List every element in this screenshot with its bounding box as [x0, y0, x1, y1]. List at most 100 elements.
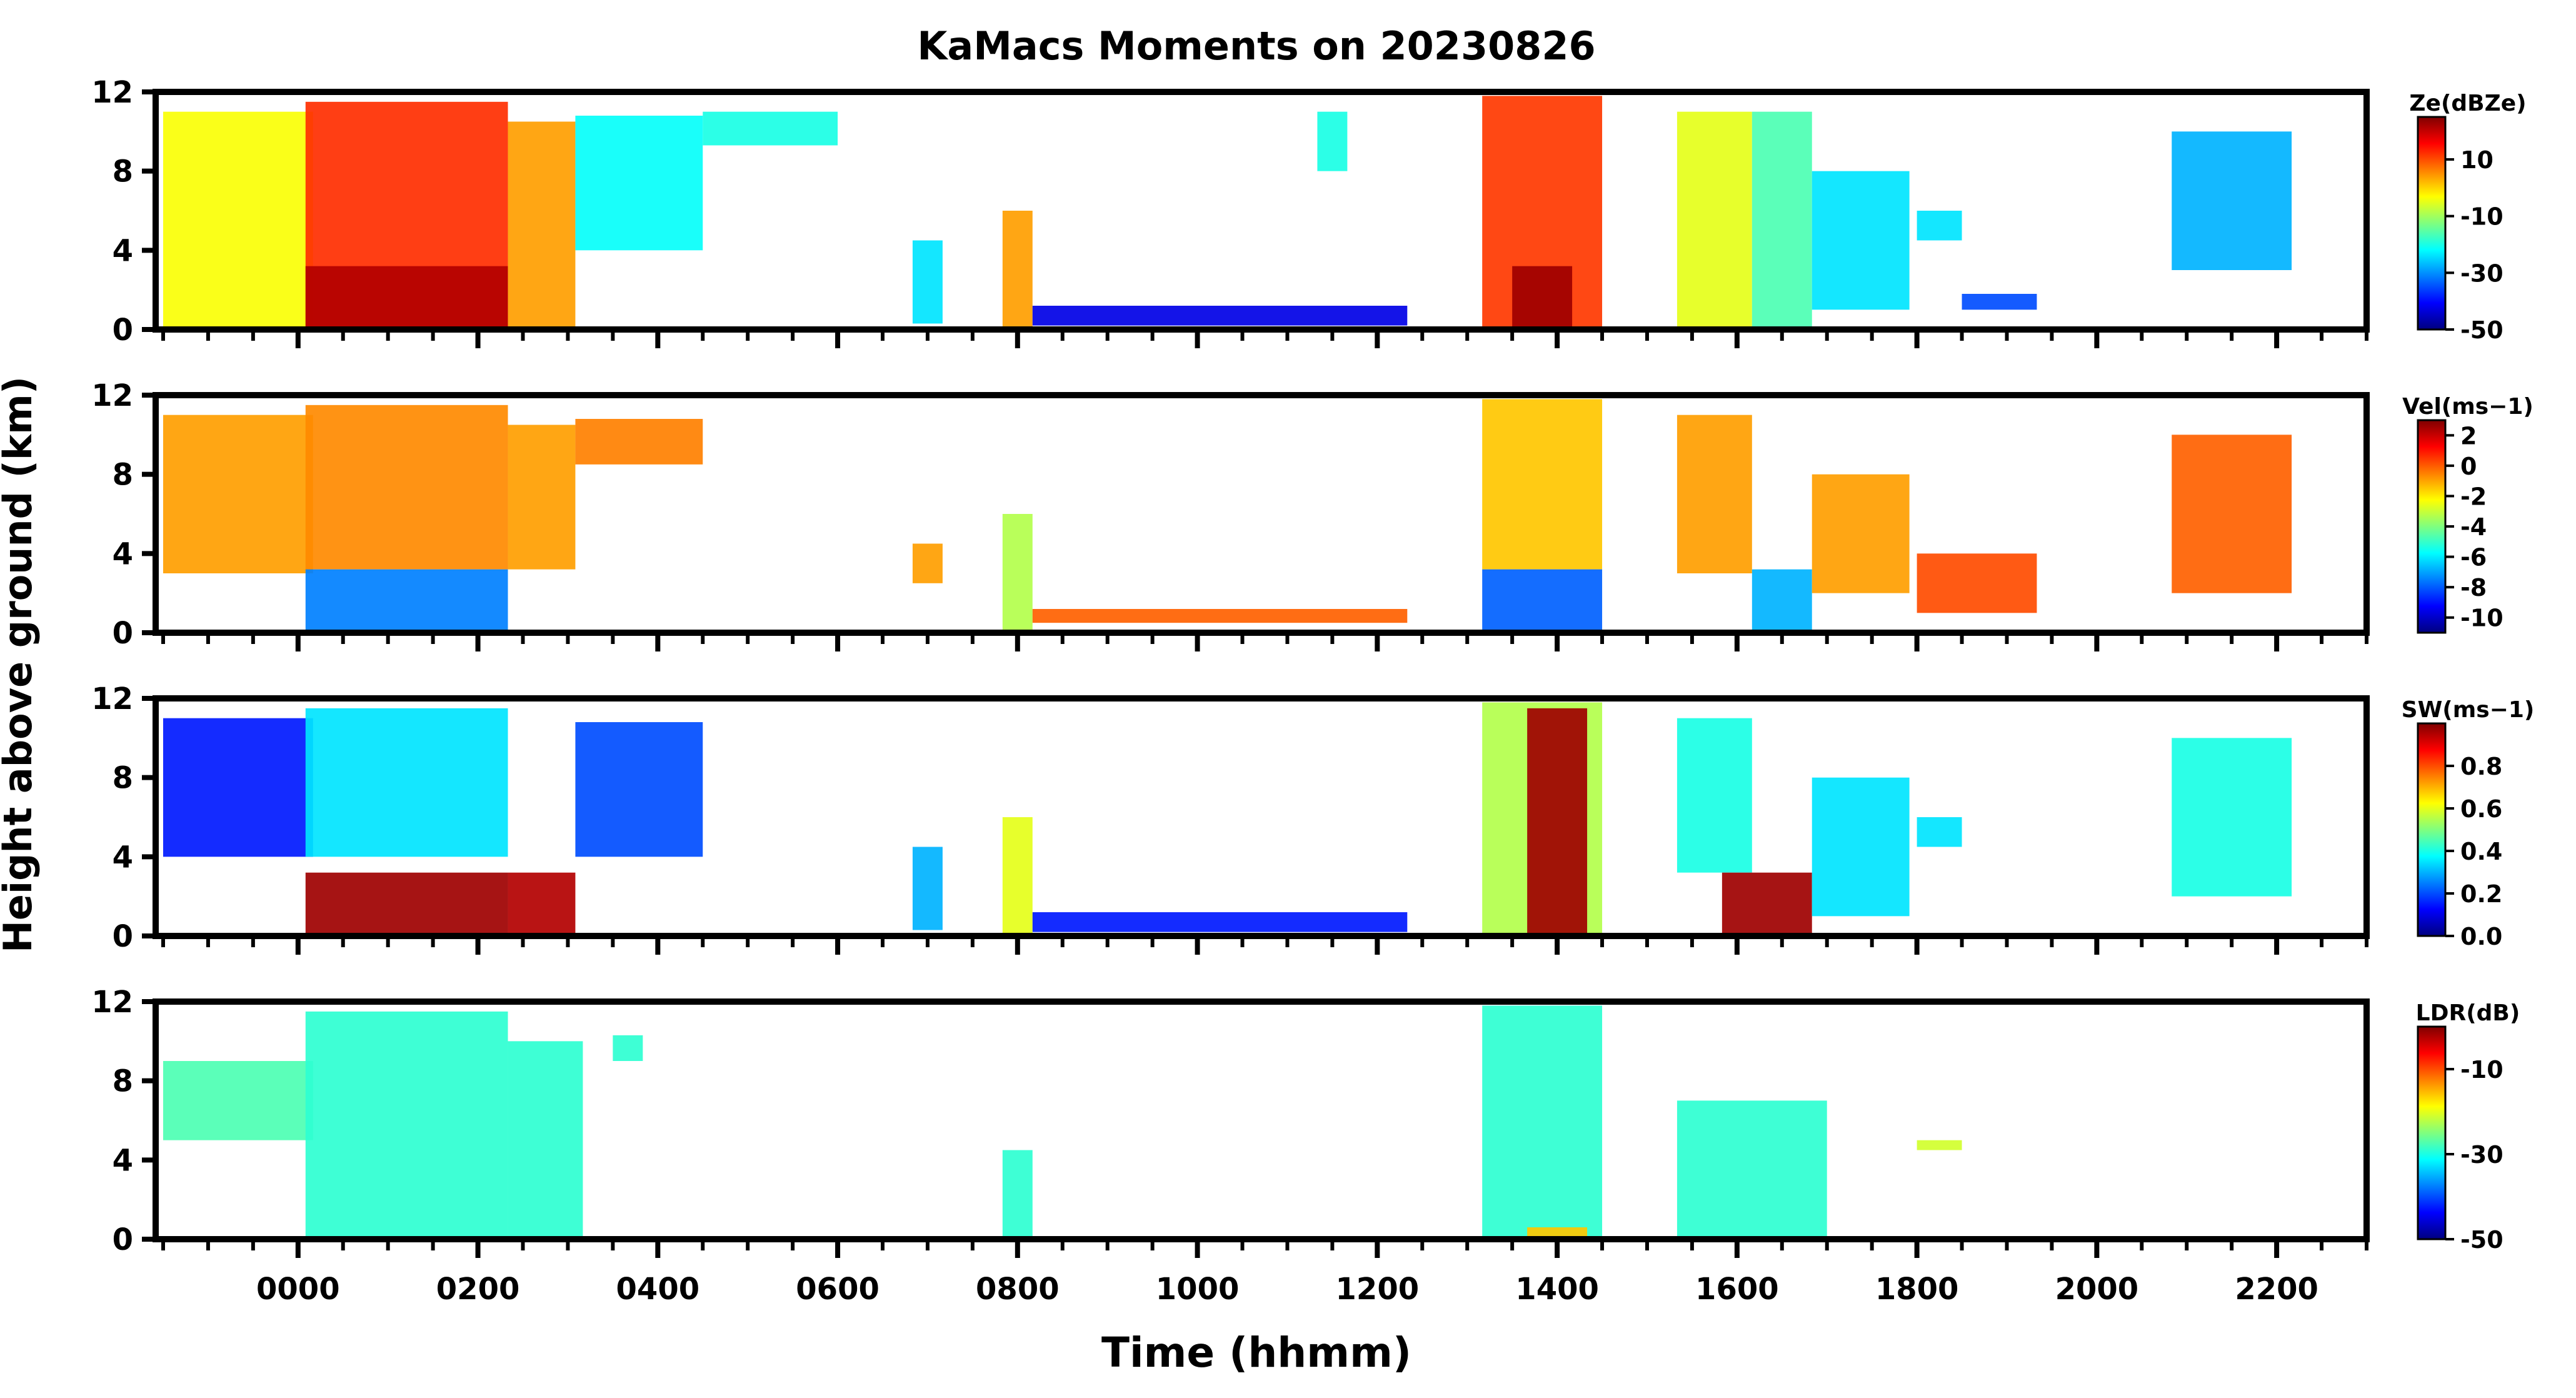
data-region [1812, 474, 1910, 593]
colorbar-tick-label: 0.6 [2460, 795, 2502, 823]
data-region [305, 569, 508, 633]
data-region [1527, 708, 1588, 936]
colorbar-tick-label: -2 [2460, 483, 2487, 510]
colorbar-label: SW(ms−1) [2402, 697, 2535, 723]
colorbar-tick-label: 0.4 [2460, 838, 2502, 865]
colorbar-tick-label: -30 [2460, 1141, 2503, 1169]
colorbar-tick-label: -50 [2460, 1226, 2503, 1254]
data-region [575, 419, 703, 465]
y-tick-label: 4 [113, 233, 133, 268]
data-region [1317, 111, 1348, 171]
colorbar-ldr: LDR(dB) -10 -30 -50 [2416, 1000, 2520, 1254]
data-region [1002, 1150, 1033, 1239]
data-region [305, 405, 508, 570]
colorbar-tick-label: -6 [2460, 544, 2487, 571]
colorbar-tick-label: 2 [2460, 422, 2477, 450]
data-region [508, 872, 576, 936]
y-tick-label: 8 [113, 1064, 133, 1099]
data-region [703, 111, 838, 146]
data-region [575, 722, 703, 857]
data-region [2172, 435, 2292, 593]
data-region [2172, 738, 2292, 897]
colorbar-gradient [2417, 1025, 2447, 1240]
colorbar-label: Vel(ms−1) [2402, 394, 2533, 420]
x-tick-label: 1000 [1156, 1272, 1240, 1307]
data-region [1917, 211, 1962, 241]
colorbar-tick-label: -4 [2460, 513, 2487, 541]
panel-velocity: 0 4 8 12 Vel(ms−1)2 0 -2 -4 -6 -8 -10 [91, 378, 2533, 651]
y-tick-label: 0 [113, 1222, 133, 1257]
data-region [1722, 872, 1812, 936]
data-region [1917, 1140, 1962, 1150]
x-tick-label: 0400 [616, 1272, 700, 1307]
colorbar-tick-label: -10 [2460, 203, 2503, 231]
colorbar-tick-label: 0.8 [2460, 753, 2502, 780]
colorbar-gradient [2417, 116, 2447, 331]
x-tick-label: 1800 [1875, 1272, 1959, 1307]
data-region [1676, 1100, 1827, 1239]
panel-velocity-data [163, 399, 2292, 633]
data-region [163, 415, 313, 573]
x-tick-label: 1200 [1336, 1272, 1420, 1307]
colorbar-tick-label: 0 [2460, 453, 2477, 480]
x-tick-label: 0000 [256, 1272, 340, 1307]
y-tick-label: 4 [113, 840, 133, 875]
x-tick-label: 0800 [976, 1272, 1060, 1307]
data-region [912, 240, 943, 324]
y-tick-label: 0 [113, 313, 133, 348]
y-tick-label: 4 [113, 536, 133, 571]
colorbar-tick-label: -8 [2460, 574, 2487, 601]
data-region [508, 121, 576, 329]
colorbar-label: LDR(dB) [2416, 1000, 2520, 1026]
panel-frame [153, 89, 2370, 333]
y-tick-label: 8 [113, 458, 133, 493]
data-region [1032, 609, 1408, 623]
data-region [1676, 415, 1752, 573]
data-region [508, 1041, 583, 1239]
panel-reflectivity: 0 4 8 12 Ze(dBZe) 10 -10 -30 -50 [91, 75, 2527, 348]
colorbar-tick-label: -10 [2460, 605, 2503, 632]
data-region [305, 872, 508, 936]
y-tick-label: 12 [91, 75, 133, 110]
panel-frame [153, 695, 2370, 939]
data-region [613, 1035, 643, 1061]
panel-spectrum_width-data [163, 702, 2292, 936]
y-axis-label: Height above ground (km) [0, 376, 41, 953]
x-tick-labels: 0000 0200 0400 0600 0800 1000 1200 1400 1600 1800… [256, 1272, 2318, 1307]
data-region [1482, 569, 1603, 633]
data-region [1002, 211, 1033, 329]
y-tick-label: 12 [91, 985, 133, 1020]
x-tick-label: 2000 [2055, 1272, 2139, 1307]
data-region [575, 116, 703, 251]
data-region [305, 1011, 508, 1239]
panel-ldr: 0 4 8 12 LDR(dB) -10 -30 -50 [91, 985, 2520, 1258]
colorbar-tick-label: -50 [2460, 316, 2503, 344]
data-region [1812, 171, 1910, 310]
figure-title: KaMacs Moments on 20230826 [917, 23, 1595, 69]
panel-frame [153, 392, 2370, 636]
data-region [163, 111, 313, 329]
colorbar-tick-label: 0.0 [2460, 923, 2502, 950]
x-axis-label: Time (hhmm) [1101, 1329, 1411, 1377]
data-region [163, 718, 313, 857]
y-tick-label: 0 [113, 919, 133, 954]
data-region [1676, 718, 1752, 873]
colorbar-tick-label: -10 [2460, 1056, 2503, 1084]
colorbar-label: Ze(dBZe) [2409, 91, 2526, 116]
x-tick-label: 0200 [436, 1272, 520, 1307]
y-tick-label: 8 [113, 761, 133, 796]
data-region [1962, 294, 2037, 310]
colorbar-tick-label: 10 [2460, 146, 2493, 174]
data-region [1752, 111, 1812, 329]
colorbar-reflectivity: Ze(dBZe) 10 -10 -30 -50 [2409, 91, 2526, 344]
panel-frame [153, 998, 2370, 1242]
data-region [1482, 399, 1603, 570]
colorbar-gradient [2417, 419, 2447, 634]
x-tick-label: 1600 [1695, 1272, 1779, 1307]
data-region [912, 543, 943, 583]
data-region [1002, 817, 1033, 936]
data-region [1482, 1005, 1603, 1239]
colorbar-gradient [2417, 722, 2447, 937]
data-region [1032, 912, 1408, 932]
